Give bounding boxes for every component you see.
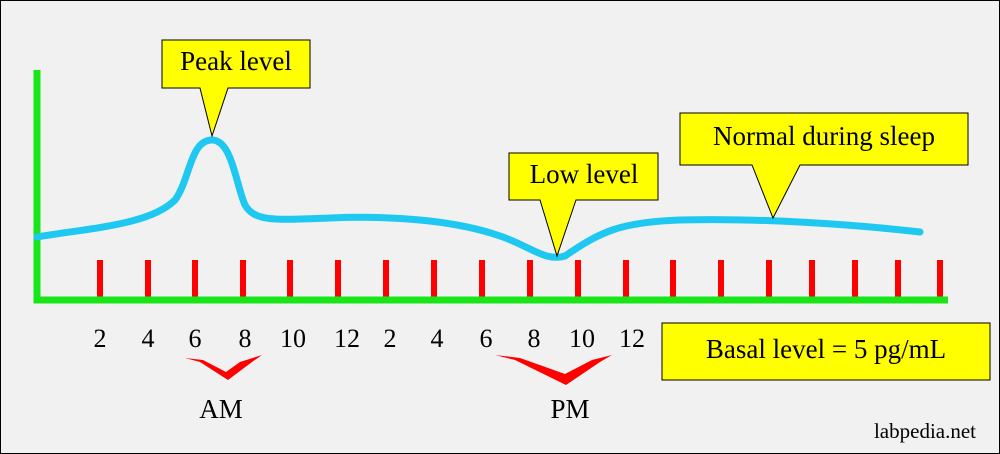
hour-label: 6 bbox=[189, 324, 202, 353]
hour-label: 8 bbox=[528, 324, 541, 353]
callout-box bbox=[508, 152, 659, 258]
basal-label: Basal level = 5 pg/mL bbox=[706, 334, 946, 364]
hour-label: 10 bbox=[280, 324, 306, 353]
am-bracket bbox=[185, 355, 262, 380]
period-label: AM bbox=[199, 394, 243, 424]
hour-labels: 2 4 6 8 10 12 2 4 6 8 10 12 bbox=[94, 324, 646, 353]
hormone-curve bbox=[33, 136, 924, 261]
hour-label: 6 bbox=[480, 324, 493, 353]
callout-box bbox=[161, 39, 311, 138]
hour-label: 4 bbox=[142, 324, 155, 353]
callout-label: Low level bbox=[530, 159, 639, 189]
hour-ticks bbox=[97, 260, 943, 297]
hour-label: 2 bbox=[94, 324, 107, 353]
watermark: labpedia.net bbox=[874, 419, 976, 443]
callout-box bbox=[679, 112, 969, 220]
hour-label: 12 bbox=[619, 324, 645, 353]
callout-label: Peak level bbox=[180, 46, 292, 76]
callout-label: Normal during sleep bbox=[713, 121, 935, 151]
hour-label: 4 bbox=[431, 324, 444, 353]
hour-label: 12 bbox=[334, 324, 360, 353]
basal-box bbox=[661, 322, 991, 381]
period-label: PM bbox=[550, 394, 589, 424]
hour-label: 2 bbox=[384, 324, 397, 353]
axes bbox=[33, 70, 948, 304]
pm-bracket bbox=[495, 355, 612, 385]
hour-label: 10 bbox=[569, 324, 595, 353]
hour-label: 8 bbox=[239, 324, 252, 353]
